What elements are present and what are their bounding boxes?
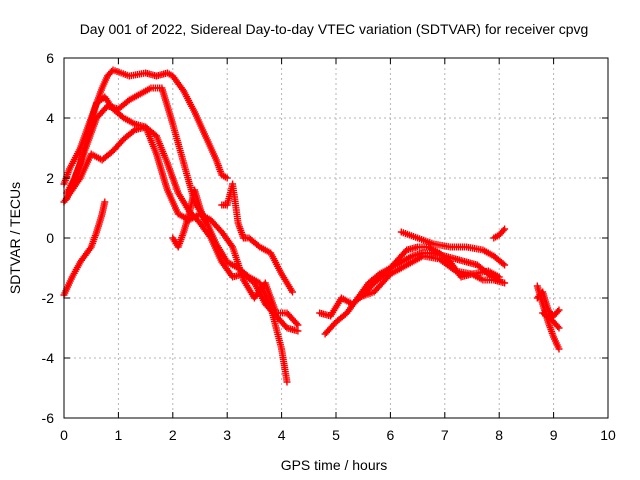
data-point bbox=[499, 260, 507, 268]
data-point bbox=[293, 320, 301, 327]
data-point bbox=[554, 323, 562, 330]
y-tick-label: 6 bbox=[46, 50, 54, 66]
x-axis-label: GPS time / hours bbox=[281, 457, 388, 473]
chart-title: Day 001 of 2022, Sidereal Day-to-day VTE… bbox=[80, 21, 589, 37]
x-tick-label: 2 bbox=[169, 427, 177, 443]
x-tick-label: 8 bbox=[495, 427, 503, 443]
y-tick-label: -6 bbox=[42, 410, 55, 426]
data-point bbox=[283, 378, 291, 386]
x-tick-label: 10 bbox=[600, 427, 616, 443]
y-axis-label: SDTVAR / TECUs bbox=[7, 182, 23, 294]
data-point bbox=[555, 306, 563, 314]
x-tick-label: 7 bbox=[441, 427, 449, 443]
axis-ticks: 0 1 2 3 4 5 6 7 8 9 10 -6 -4 -2 0 2 4 6 bbox=[42, 50, 616, 443]
data-point bbox=[495, 273, 503, 281]
data-point bbox=[499, 227, 507, 234]
data-point bbox=[501, 279, 509, 287]
data-point bbox=[201, 219, 209, 227]
data-point bbox=[501, 225, 509, 233]
x-tick-label: 5 bbox=[332, 427, 340, 443]
y-tick-label: -4 bbox=[42, 350, 55, 366]
data-point bbox=[289, 288, 296, 296]
data-point bbox=[555, 324, 563, 332]
data-marks bbox=[60, 66, 563, 386]
data-point bbox=[294, 321, 302, 329]
y-tick-label: 0 bbox=[46, 230, 54, 246]
data-point bbox=[294, 327, 302, 335]
data-point bbox=[223, 174, 231, 182]
data-point bbox=[554, 308, 562, 315]
data-point bbox=[101, 198, 109, 206]
data-point bbox=[555, 345, 563, 353]
x-tick-label: 4 bbox=[278, 427, 286, 443]
x-tick-label: 1 bbox=[115, 427, 123, 443]
data-point bbox=[501, 261, 509, 269]
x-tick-label: 0 bbox=[60, 427, 68, 443]
y-tick-label: 2 bbox=[46, 170, 54, 186]
x-tick-label: 9 bbox=[550, 427, 558, 443]
x-tick-label: 3 bbox=[223, 427, 231, 443]
y-tick-label: 4 bbox=[46, 110, 54, 126]
grid-layer bbox=[64, 58, 608, 418]
x-tick-label: 6 bbox=[387, 427, 395, 443]
y-tick-label: -2 bbox=[42, 290, 55, 306]
